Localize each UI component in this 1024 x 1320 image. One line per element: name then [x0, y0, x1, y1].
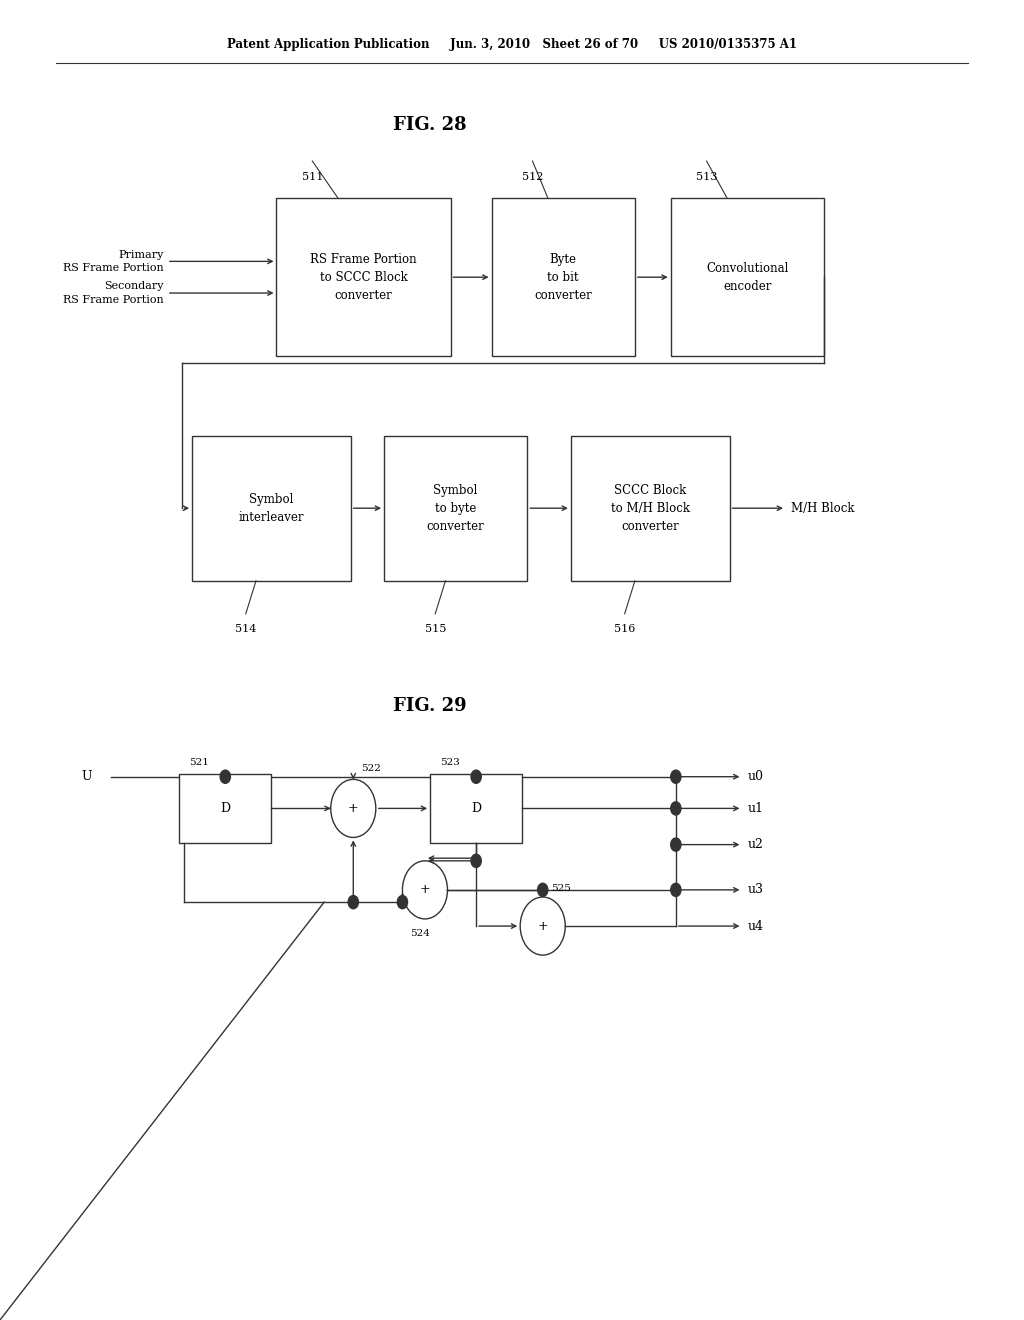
- Circle shape: [671, 838, 681, 851]
- Text: Symbol
interleaver: Symbol interleaver: [239, 492, 304, 524]
- Bar: [384, 436, 527, 581]
- Text: u1: u1: [748, 803, 764, 814]
- Text: Symbol
to byte
converter: Symbol to byte converter: [427, 483, 484, 533]
- Circle shape: [671, 770, 681, 783]
- Text: RS Frame Portion
to SCCC Block
converter: RS Frame Portion to SCCC Block converter: [310, 252, 417, 302]
- Text: Byte
to bit
converter: Byte to bit converter: [535, 252, 592, 302]
- Text: SCCC Block
to M/H Block
converter: SCCC Block to M/H Block converter: [610, 483, 690, 533]
- Text: 516: 516: [614, 624, 635, 635]
- Bar: [179, 774, 271, 842]
- Bar: [571, 436, 729, 581]
- Text: 512: 512: [522, 172, 543, 182]
- Text: 513: 513: [696, 172, 717, 182]
- Text: u2: u2: [748, 838, 764, 851]
- Circle shape: [471, 854, 481, 867]
- Text: U: U: [82, 771, 92, 783]
- Bar: [276, 198, 451, 356]
- Text: u4: u4: [748, 920, 764, 932]
- Bar: [671, 198, 824, 356]
- Circle shape: [220, 770, 230, 783]
- Text: Primary
RS Frame Portion: Primary RS Frame Portion: [63, 249, 164, 273]
- Text: 524: 524: [410, 929, 430, 939]
- Text: 522: 522: [361, 764, 381, 772]
- Text: Convolutional
encoder: Convolutional encoder: [707, 261, 788, 293]
- Circle shape: [348, 895, 358, 908]
- Text: +: +: [538, 920, 548, 932]
- Circle shape: [471, 770, 481, 783]
- Text: 525: 525: [551, 884, 570, 894]
- Text: Secondary
RS Frame Portion: Secondary RS Frame Portion: [63, 281, 164, 305]
- Circle shape: [671, 883, 681, 896]
- Circle shape: [538, 883, 548, 896]
- Text: Patent Application Publication     Jun. 3, 2010   Sheet 26 of 70     US 2010/013: Patent Application Publication Jun. 3, 2…: [227, 38, 797, 51]
- Text: 523: 523: [440, 759, 460, 767]
- Text: FIG. 28: FIG. 28: [393, 116, 467, 135]
- Bar: [430, 774, 522, 842]
- Text: +: +: [420, 883, 430, 896]
- Text: +: +: [348, 803, 358, 814]
- Circle shape: [397, 895, 408, 908]
- Text: D: D: [220, 803, 230, 814]
- Text: FIG. 29: FIG. 29: [393, 697, 467, 715]
- Text: 514: 514: [236, 624, 256, 635]
- Text: 521: 521: [189, 759, 209, 767]
- Bar: [193, 436, 350, 581]
- Text: u0: u0: [748, 771, 764, 783]
- Text: D: D: [471, 803, 481, 814]
- Text: 515: 515: [425, 624, 445, 635]
- Bar: [492, 198, 635, 356]
- Text: 511: 511: [302, 172, 323, 182]
- Text: M/H Block: M/H Block: [791, 502, 855, 515]
- Circle shape: [671, 801, 681, 814]
- Text: u3: u3: [748, 883, 764, 896]
